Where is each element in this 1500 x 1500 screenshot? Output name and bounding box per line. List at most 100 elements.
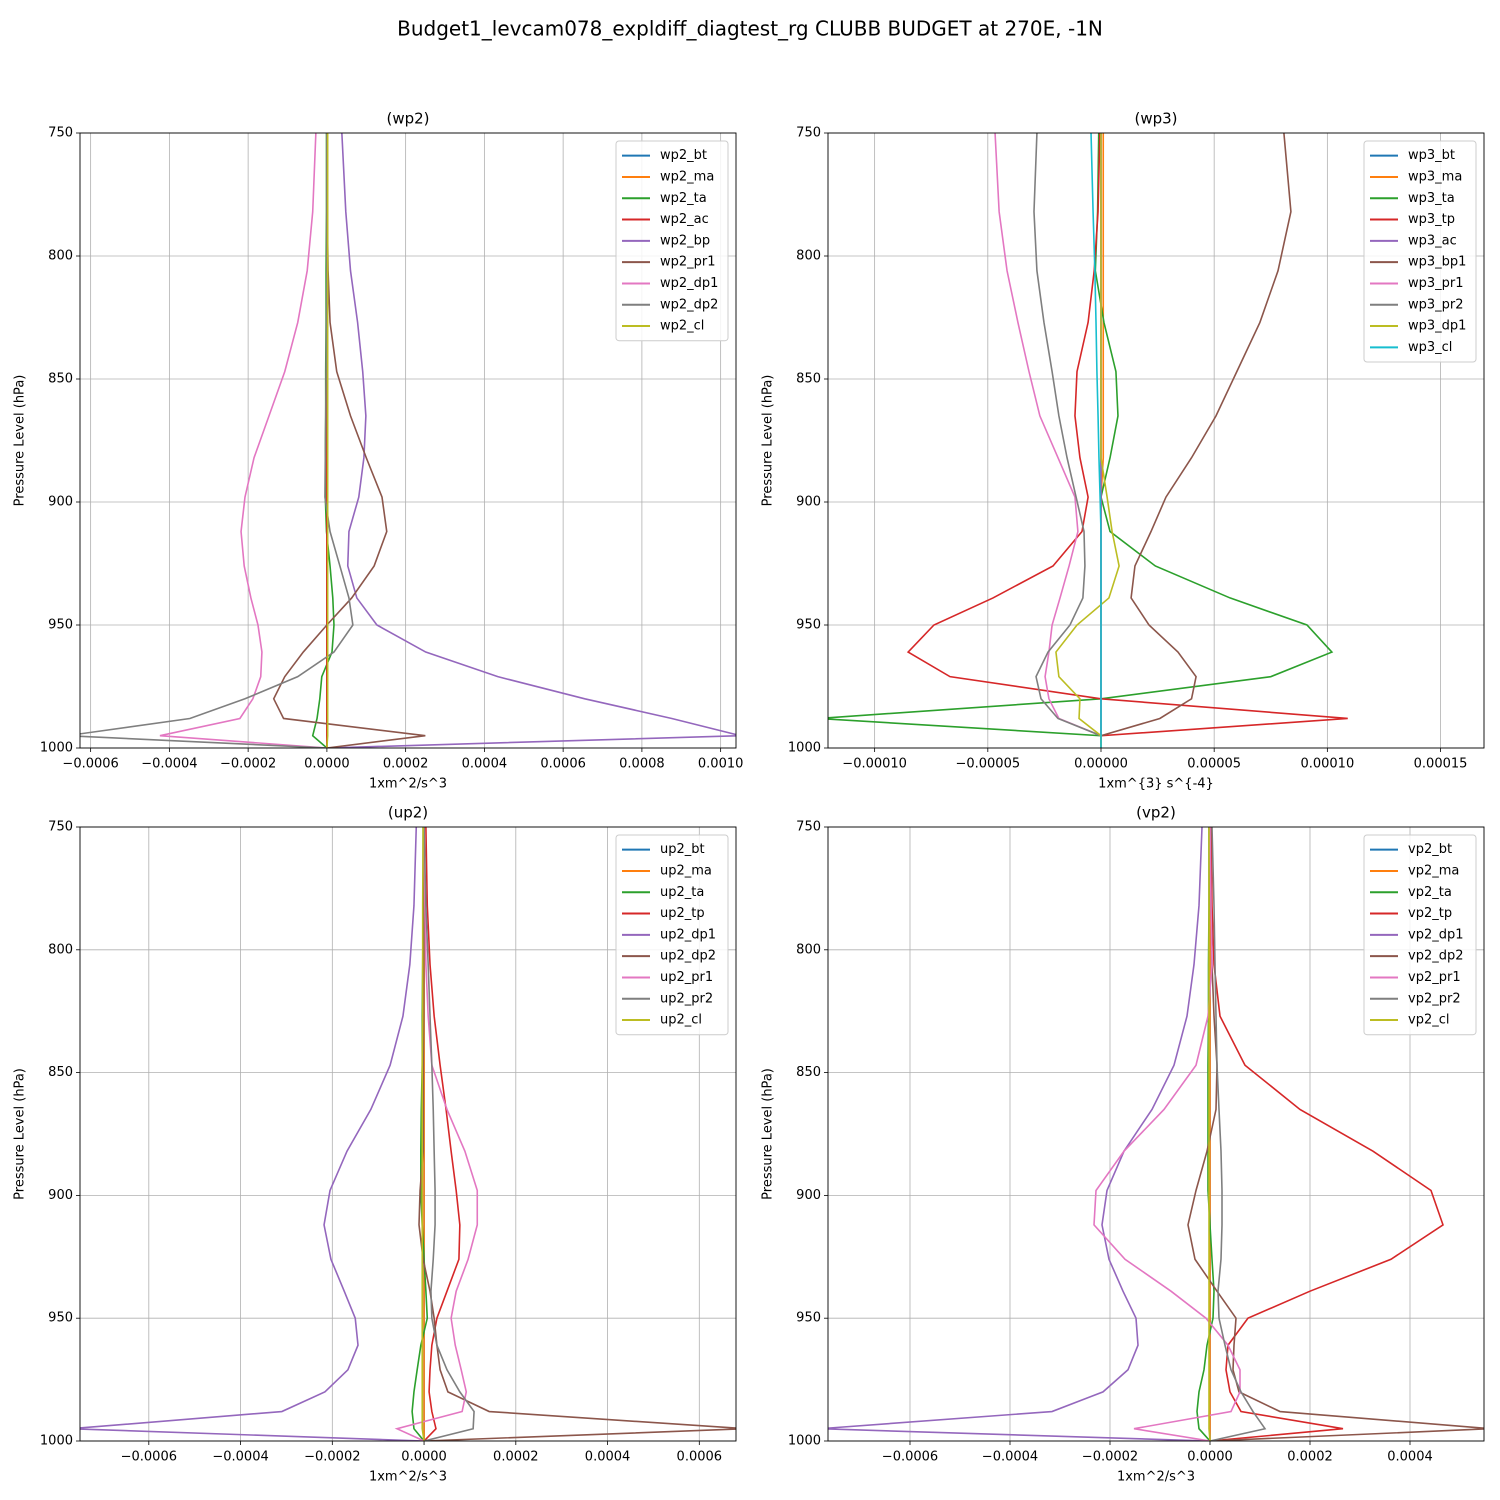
axes-title: (wp2)	[386, 110, 429, 128]
x-axis-label: 1xm^2/s^3	[369, 1470, 447, 1485]
legend-label: wp3_bp1	[1408, 255, 1466, 270]
plot-area	[80, 133, 736, 748]
legend-label: vp2_pr1	[1408, 970, 1461, 985]
legend-label: up2_dp1	[660, 927, 716, 942]
y-tick-label: 800	[796, 942, 821, 957]
x-tick-label: −0.0002	[1082, 1450, 1138, 1465]
legend-box	[1363, 140, 1477, 363]
series-line	[1055, 133, 1120, 748]
legend-label: wp3_ta	[1408, 191, 1455, 206]
series-line	[423, 827, 461, 1441]
legend-label: vp2_pr2	[1408, 991, 1461, 1006]
axes-frame	[79, 132, 737, 749]
series-line	[1100, 133, 1292, 748]
series-line	[828, 827, 1211, 1441]
legend-label: wp2_ta	[660, 191, 707, 206]
x-axis-label: 1xm^2/s^3	[1117, 1470, 1195, 1485]
x-tick-label: −0.0006	[62, 757, 118, 772]
y-tick-label: 750	[796, 126, 821, 141]
y-tick-label: 1000	[40, 741, 73, 756]
legend-label: wp3_pr2	[1408, 297, 1464, 312]
series-line	[418, 827, 736, 1441]
legend-label: wp2_bp	[660, 233, 710, 248]
series-line	[421, 827, 425, 1441]
series-line	[159, 133, 327, 748]
series-line	[1033, 133, 1102, 748]
x-tick-label: 0.0004	[585, 1450, 631, 1465]
x-tick-label: 0.00005	[1187, 757, 1241, 772]
legend-label: wp2_ma	[660, 169, 714, 184]
y-axis-label: Pressure Level (hPa)	[13, 1068, 28, 1200]
legend-label: wp2_ac	[660, 212, 709, 227]
legend-label: vp2_dp2	[1408, 949, 1464, 964]
series-line	[828, 133, 1334, 748]
series-line	[80, 827, 425, 1441]
y-tick-label: 800	[796, 249, 821, 264]
x-tick-label: 0.0006	[540, 757, 586, 772]
y-tick-label: 900	[48, 495, 73, 510]
y-axis-label: Pressure Level (hPa)	[13, 375, 28, 507]
x-tick-label: 0.0000	[401, 1450, 447, 1465]
legend-label: wp3_pr1	[1408, 276, 1464, 291]
axes-frame	[827, 132, 1485, 749]
legend-label: vp2_tp	[1408, 906, 1452, 921]
y-tick-label: 1000	[788, 741, 821, 756]
x-tick-label: 0.0002	[493, 1450, 539, 1465]
y-tick-label: 950	[796, 618, 821, 633]
legend-label: up2_ma	[660, 863, 712, 878]
legend-label: wp2_dp2	[660, 297, 718, 312]
x-axis-label: 1xm^{3} s^{-4}	[1098, 777, 1214, 792]
legend-label: up2_ta	[660, 885, 704, 900]
y-tick-label: 950	[48, 618, 73, 633]
legend-label: wp2_bt	[660, 148, 707, 163]
series-line	[80, 133, 354, 748]
y-tick-label: 950	[796, 1311, 821, 1326]
y-tick-label: 850	[796, 1065, 821, 1080]
legend-label: vp2_ma	[1408, 863, 1459, 878]
x-tick-label: 0.0002	[383, 757, 429, 772]
y-tick-label: 1000	[40, 1434, 73, 1449]
x-tick-label: −0.00010	[842, 757, 907, 772]
x-tick-label: 0.0006	[677, 1450, 723, 1465]
x-tick-label: 0.00000	[1074, 757, 1128, 772]
legend-box	[1363, 834, 1477, 1036]
legend-label: wp3_cl	[1408, 340, 1452, 355]
legend-label: wp2_pr1	[660, 255, 716, 270]
y-tick-label: 1000	[788, 1434, 821, 1449]
legend-label: up2_dp2	[660, 949, 716, 964]
series-line	[272, 133, 426, 748]
legend-label: wp2_dp1	[660, 276, 718, 291]
x-tick-label: 0.00010	[1300, 757, 1354, 772]
legend-label: vp2_ta	[1408, 885, 1452, 900]
y-tick-label: 750	[48, 820, 73, 835]
series-line	[1209, 827, 1444, 1441]
x-tick-label: −0.0006	[882, 1450, 938, 1465]
x-tick-label: 0.0002	[1287, 1450, 1333, 1465]
y-tick-label: 850	[48, 1065, 73, 1080]
axes-frame	[827, 826, 1485, 1442]
legend-label: vp2_cl	[1408, 1013, 1449, 1028]
series-line	[906, 133, 1348, 748]
axes-title: (wp3)	[1134, 110, 1177, 128]
x-axis-label: 1xm^2/s^3	[369, 777, 447, 792]
plot-area	[80, 827, 736, 1441]
legend-label: up2_pr2	[660, 991, 713, 1006]
x-tick-label: 0.00015	[1414, 757, 1468, 772]
series-line	[1208, 827, 1211, 1441]
x-tick-label: −0.0002	[304, 1450, 360, 1465]
y-tick-label: 800	[48, 942, 73, 957]
legend-label: wp3_ac	[1408, 233, 1457, 248]
series-line	[1090, 133, 1102, 748]
plot-area	[828, 827, 1484, 1441]
legend-label: up2_tp	[660, 906, 705, 921]
y-axis-label: Pressure Level (hPa)	[761, 375, 776, 507]
legend-label: vp2_bt	[1408, 842, 1452, 857]
series-line	[423, 827, 475, 1441]
series-line	[1187, 827, 1484, 1441]
legend-label: up2_bt	[660, 842, 705, 857]
x-tick-label: 0.0000	[304, 757, 350, 772]
legend-label: up2_pr1	[660, 970, 713, 985]
y-tick-label: 850	[48, 372, 73, 387]
